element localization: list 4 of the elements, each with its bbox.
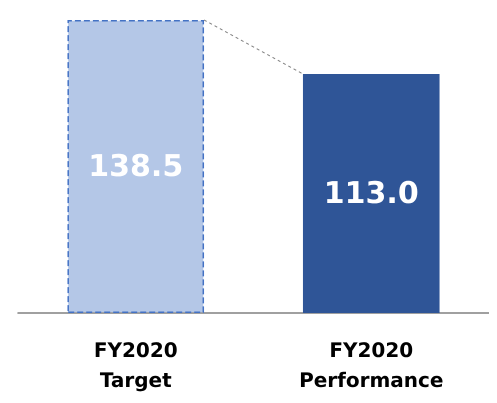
data-label: 138.5 [88,149,184,184]
data-label: 113.0 [324,176,419,211]
x-tick-label: FY2020 Target [94,338,178,392]
x-tick-label: FY2020 Performance [299,338,444,392]
